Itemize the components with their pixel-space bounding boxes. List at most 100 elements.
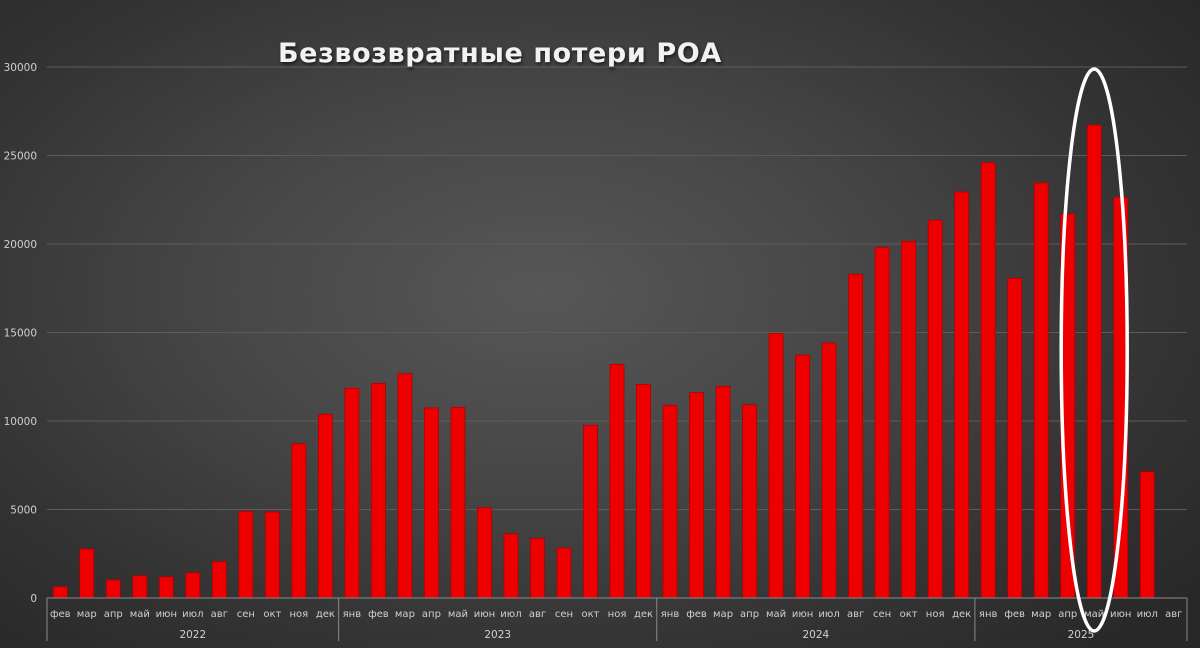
bar (424, 407, 439, 599)
x-month-label: ноя (608, 609, 627, 620)
bar (1007, 277, 1023, 599)
highlight-annotation (1059, 67, 1129, 633)
chart-title: Безвозвратные потери РОА (278, 38, 722, 69)
x-month-label: мар (713, 609, 733, 620)
x-month-label: фев (368, 609, 389, 620)
x-month-label: июл (1137, 609, 1158, 620)
x-month-label: май (766, 609, 786, 620)
x-month-label: фев (50, 609, 71, 620)
bar (556, 547, 572, 599)
x-month-label: авг (211, 609, 228, 620)
x-month-label: июл (182, 609, 203, 620)
bar (211, 561, 227, 599)
x-month-label: май (130, 609, 150, 620)
bar (874, 246, 890, 599)
bar (848, 273, 864, 599)
bar (238, 510, 254, 599)
x-month-label: авг (847, 609, 864, 620)
y-tick-label: 30000 (4, 62, 37, 74)
x-month-label: дек (316, 609, 335, 620)
bar (450, 406, 466, 599)
bar (980, 162, 996, 599)
x-year-label: 2022 (179, 629, 206, 641)
y-tick-label: 10000 (4, 416, 37, 428)
bar (689, 392, 704, 599)
bar (503, 533, 519, 599)
x-month-label: июн (1110, 609, 1131, 620)
bar (1033, 182, 1049, 599)
x-month-label: дек (952, 609, 971, 620)
bar (795, 354, 810, 599)
bar (609, 363, 625, 599)
bar (185, 572, 201, 599)
bar (79, 548, 95, 599)
bar (158, 576, 174, 599)
x-year-label: 2023 (484, 629, 511, 641)
x-month-label: июл (818, 609, 839, 620)
x-month-label: ноя (290, 609, 309, 620)
y-tick-label: 15000 (4, 328, 37, 340)
bar (742, 404, 757, 599)
bar (583, 424, 598, 599)
bar (344, 387, 360, 599)
x-month-label: июн (792, 609, 813, 620)
x-month-label: фев (686, 609, 707, 620)
bar (530, 537, 545, 599)
x-month-label: мар (1031, 609, 1051, 620)
x-month-label: авг (529, 609, 546, 620)
bar (370, 382, 386, 599)
bar (1086, 124, 1102, 599)
y-tick-label: 0 (30, 593, 37, 605)
x-month-label: сен (555, 609, 573, 620)
x-month-label: апр (1058, 609, 1077, 620)
x-month-label: янв (343, 609, 362, 620)
bar (264, 511, 280, 599)
x-month-label: апр (740, 609, 759, 620)
bar (715, 385, 731, 599)
bar (954, 191, 970, 599)
bar (636, 383, 651, 599)
bar (52, 586, 68, 599)
x-month-label: сен (237, 609, 255, 620)
highlight-oval (1059, 67, 1129, 633)
x-month-label: окт (900, 609, 918, 620)
bars (52, 124, 1155, 599)
bar (927, 219, 943, 599)
y-tick-label: 5000 (10, 505, 37, 517)
bar (291, 443, 307, 599)
x-month-label: янв (661, 609, 680, 620)
bar (1139, 471, 1155, 599)
x-month-label: фев (1004, 609, 1025, 620)
x-month-label: июн (474, 609, 495, 620)
x-month-label: янв (979, 609, 998, 620)
y-tick-label: 20000 (4, 239, 37, 251)
x-month-label: мар (395, 609, 415, 620)
bar (132, 575, 148, 599)
x-month-label: апр (104, 609, 123, 620)
x-month-label: окт (581, 609, 599, 620)
x-axis: фев мар апр май июн июл авг сен окт ноя дек2022янв… (46, 597, 1188, 641)
bar (768, 332, 784, 599)
x-month-label: июл (500, 609, 521, 620)
x-month-label: авг (1165, 609, 1182, 620)
y-axis-labels: 0 5000 10000 15000 20000 25000 30000 (4, 62, 37, 605)
x-month-label: май (448, 609, 468, 620)
x-month-label: мар (77, 609, 97, 620)
bar (317, 413, 333, 599)
bar (821, 342, 837, 599)
x-month-label: дек (634, 609, 653, 620)
y-tick-label: 25000 (4, 151, 37, 163)
x-year-label: 2025 (1068, 629, 1095, 641)
x-month-label: апр (422, 609, 441, 620)
bar (105, 579, 121, 599)
x-month-label: окт (263, 609, 281, 620)
x-month-label: сен (873, 609, 891, 620)
bar (901, 240, 917, 599)
x-year-label: 2024 (802, 629, 829, 641)
x-month-label: июн (156, 609, 177, 620)
x-month-label: ноя (926, 609, 945, 620)
bar (662, 404, 678, 599)
bar (477, 507, 492, 599)
bar (397, 373, 413, 599)
